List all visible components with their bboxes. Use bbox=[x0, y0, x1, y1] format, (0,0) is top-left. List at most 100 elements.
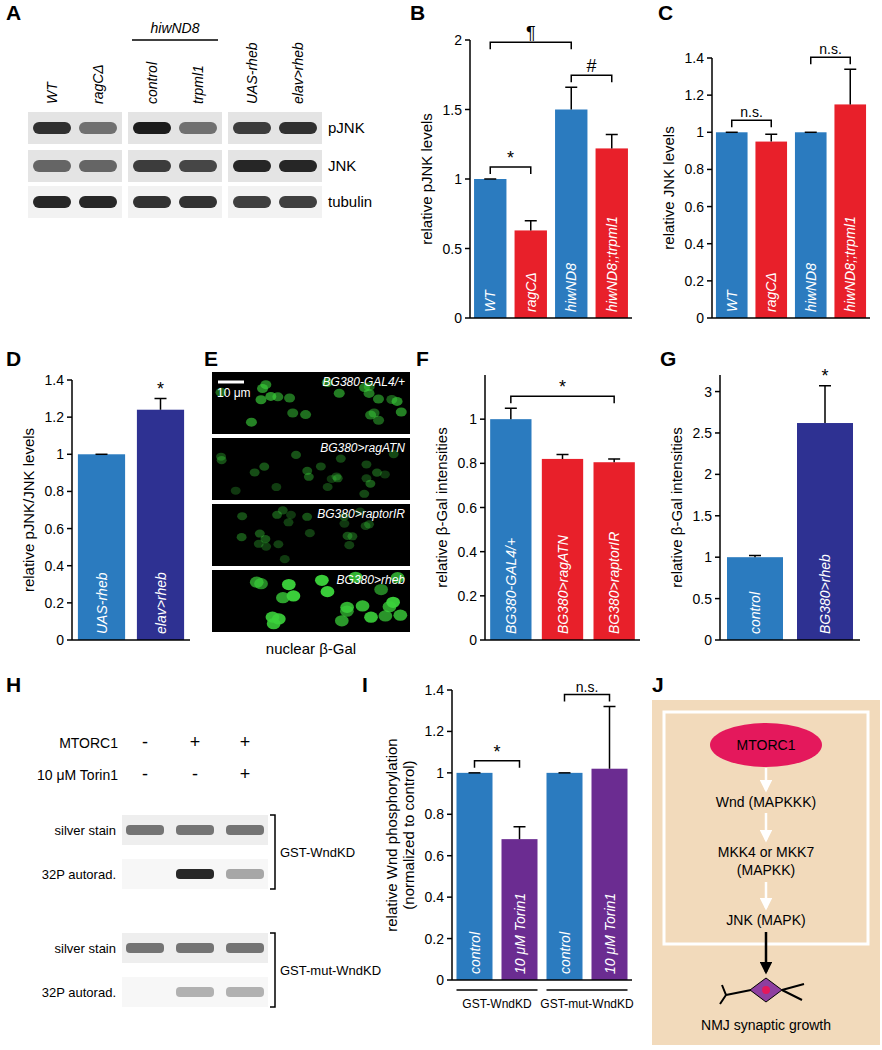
column-label: WT bbox=[44, 81, 60, 104]
nucleus bbox=[256, 395, 267, 404]
blot-strip bbox=[228, 186, 322, 218]
band bbox=[226, 943, 264, 953]
panel-letter: F bbox=[416, 347, 429, 370]
arrow bbox=[765, 813, 768, 840]
y-tick bbox=[715, 432, 720, 434]
band bbox=[176, 869, 214, 879]
error-bar bbox=[805, 132, 817, 134]
bars bbox=[727, 386, 853, 640]
nucleus bbox=[254, 578, 268, 589]
y-tick-label: 1 bbox=[436, 765, 444, 781]
nucleus bbox=[272, 511, 282, 519]
category-label: ragCΔ bbox=[763, 272, 779, 312]
y-tick bbox=[480, 463, 485, 465]
y-tick bbox=[715, 598, 720, 600]
y-tick bbox=[465, 317, 470, 319]
nucleus bbox=[271, 483, 281, 491]
y-tick-label: 2.5 bbox=[693, 425, 713, 441]
y-tick-label: 0 bbox=[436, 972, 444, 988]
error-bar bbox=[484, 178, 496, 180]
nucleus bbox=[364, 389, 375, 398]
y-tick-label: 3 bbox=[704, 384, 712, 400]
band bbox=[133, 160, 171, 172]
nucleus bbox=[333, 474, 343, 482]
nucleus bbox=[393, 610, 407, 621]
bar bbox=[797, 423, 853, 640]
y-tick bbox=[707, 94, 712, 96]
y-tick-label: 0.2 bbox=[45, 595, 65, 611]
y-tick-label: 0.2 bbox=[425, 931, 445, 947]
band bbox=[226, 825, 264, 835]
nucleus bbox=[334, 389, 345, 398]
condition-label: 10 μM Torin1 bbox=[37, 767, 118, 783]
band bbox=[133, 196, 171, 208]
y-tick bbox=[447, 855, 452, 857]
y-axis-label: relative β-Gal intensities bbox=[433, 427, 450, 587]
bar bbox=[596, 148, 628, 318]
bar bbox=[834, 104, 866, 318]
row-label: 32P autorad. bbox=[42, 985, 116, 1000]
y-tick bbox=[707, 317, 712, 319]
y-tick-label: 0.4 bbox=[45, 558, 65, 574]
category-label: BG380-GAL4/+ bbox=[503, 538, 519, 634]
y-tick-label: 0.8 bbox=[425, 806, 445, 822]
error-bar bbox=[155, 399, 167, 410]
band bbox=[233, 122, 271, 134]
error-bar bbox=[608, 459, 620, 462]
y-tick-label: 0.4 bbox=[685, 236, 705, 252]
y-tick bbox=[447, 814, 452, 816]
y-tick-label: 0 bbox=[454, 310, 462, 326]
category-label: control bbox=[747, 591, 763, 634]
error-bar bbox=[514, 827, 526, 839]
error-bar bbox=[96, 454, 108, 456]
image-label: BG380>raptorIR bbox=[317, 507, 405, 521]
blot-strip bbox=[122, 933, 268, 963]
x-axis bbox=[720, 639, 860, 641]
y-tick bbox=[67, 602, 72, 604]
band bbox=[226, 869, 264, 879]
column-label: elav>rheb bbox=[290, 42, 306, 104]
y-axis-label: relative pJNK/JNK levels bbox=[20, 428, 37, 592]
panel-letter: E bbox=[204, 347, 218, 370]
nucleus bbox=[323, 483, 333, 491]
band bbox=[79, 196, 117, 208]
nucleus bbox=[216, 453, 226, 461]
diagram-j: MTORC1Wnd (MAPKKK)MKK4 or MKK7(MAPKK)JNK… bbox=[652, 700, 880, 1045]
band bbox=[33, 160, 71, 172]
y-tick bbox=[67, 491, 72, 493]
error-bar bbox=[505, 408, 517, 419]
y-tick-label: 1.2 bbox=[45, 409, 65, 425]
significance-label: n.s. bbox=[576, 679, 599, 695]
error-bar bbox=[606, 135, 618, 149]
nucleus bbox=[305, 529, 315, 537]
scale-bar bbox=[218, 381, 244, 384]
panel-letter: D bbox=[6, 347, 21, 370]
y-tick bbox=[715, 556, 720, 558]
y-tick bbox=[447, 689, 452, 691]
y-tick bbox=[67, 528, 72, 530]
neuron-nucleus bbox=[762, 986, 770, 994]
nucleus bbox=[273, 540, 283, 548]
images-e: BG380-GAL4/+BG380>ragATNBG380>raptorIRBG… bbox=[212, 372, 410, 657]
node-label: NMJ synaptic growth bbox=[701, 1017, 831, 1033]
condition-sign: + bbox=[240, 732, 251, 752]
image-label: BG380>rheb bbox=[337, 573, 406, 587]
error-bar bbox=[469, 772, 481, 774]
y-tick bbox=[480, 418, 485, 420]
error-bar bbox=[557, 455, 569, 459]
nucleus bbox=[280, 555, 290, 563]
arrow bbox=[765, 768, 768, 790]
y-axis-label: relative β-Gal intensities bbox=[668, 427, 685, 587]
panel-letter: H bbox=[6, 673, 21, 696]
y-tick-label: 0.4 bbox=[425, 889, 445, 905]
bar bbox=[547, 773, 583, 980]
nucleus bbox=[361, 460, 371, 468]
nucleus bbox=[373, 394, 384, 403]
band bbox=[279, 122, 317, 134]
nucleus bbox=[344, 541, 354, 549]
band bbox=[33, 196, 71, 208]
y-tick-label: 1.4 bbox=[45, 372, 65, 388]
nucleus bbox=[386, 395, 397, 404]
nucleus bbox=[284, 518, 294, 526]
group-bracket bbox=[270, 933, 275, 1007]
